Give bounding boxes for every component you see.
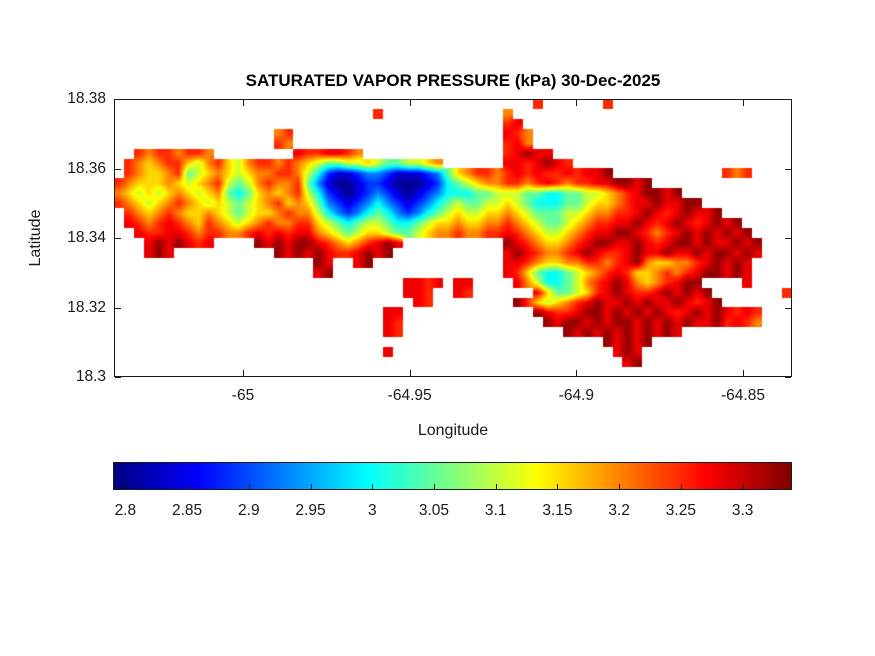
y-tick — [785, 307, 791, 309]
colorbar-tick-label: 2.95 — [295, 502, 326, 519]
colorbar-tick — [310, 484, 312, 489]
y-tick — [785, 99, 791, 100]
colorbar-tick — [742, 484, 744, 489]
y-tick — [785, 238, 791, 239]
y-tick — [115, 99, 121, 100]
y-tick-label: 18.38 — [67, 90, 106, 107]
colorbar-tick — [187, 484, 189, 489]
colorbar-tick — [619, 484, 621, 489]
y-tick — [115, 168, 121, 170]
y-tick-label: 18.36 — [67, 159, 106, 177]
x-tick — [576, 100, 578, 106]
y-tick-label: 18.34 — [67, 229, 106, 246]
y-tick — [785, 377, 791, 378]
colorbar-tick-label: 3.1 — [484, 502, 507, 519]
axes-box — [114, 99, 792, 377]
colorbar-tick — [433, 484, 435, 489]
x-tick — [743, 100, 744, 106]
y-tick — [785, 168, 791, 170]
y-tick — [115, 307, 121, 309]
x-tick — [243, 370, 244, 376]
y-tick-label: 18.3 — [75, 368, 106, 385]
colorbar-tick — [125, 484, 127, 489]
colorbar-tick-label: 2.85 — [171, 502, 203, 519]
x-tick — [743, 370, 744, 376]
x-tick — [409, 100, 411, 106]
colorbar-tick — [248, 484, 250, 489]
x-tick-label: -65 — [231, 387, 255, 404]
colorbar-box — [113, 462, 792, 490]
map-heatmap-canvas — [114, 99, 792, 377]
x-tick-label: -64.9 — [558, 387, 594, 404]
colorbar-tick — [680, 484, 682, 489]
x-tick — [576, 370, 578, 376]
colorbar-tick — [495, 484, 497, 489]
x-axis-label: Longitude — [417, 422, 489, 439]
colorbar-tick-label: 3 — [367, 502, 377, 519]
colorbar-tick-label: 3.3 — [731, 502, 754, 519]
colorbar-tick — [557, 484, 559, 489]
x-tick — [409, 370, 411, 376]
colorbar-tick-label: 3.25 — [665, 502, 696, 519]
colorbar-tick-label: 2.8 — [114, 502, 137, 519]
y-tick-label: 18.32 — [67, 298, 106, 316]
colorbar-canvas — [113, 462, 792, 490]
colorbar-tick-label: 3.2 — [608, 502, 630, 519]
x-tick-label: -64.95 — [387, 387, 432, 404]
x-tick-label: -64.85 — [721, 387, 765, 404]
colorbar-tick-label: 2.9 — [238, 502, 260, 519]
y-tick — [115, 238, 121, 239]
colorbar-tick-label: 3.05 — [418, 502, 450, 519]
colorbar-tick-label: 3.15 — [542, 502, 573, 519]
plot-title: SATURATED VAPOR PRESSURE (kPa) 30-Dec-20… — [245, 71, 661, 90]
x-tick — [243, 100, 244, 106]
colorbar-tick — [372, 484, 374, 489]
y-tick — [115, 377, 121, 378]
